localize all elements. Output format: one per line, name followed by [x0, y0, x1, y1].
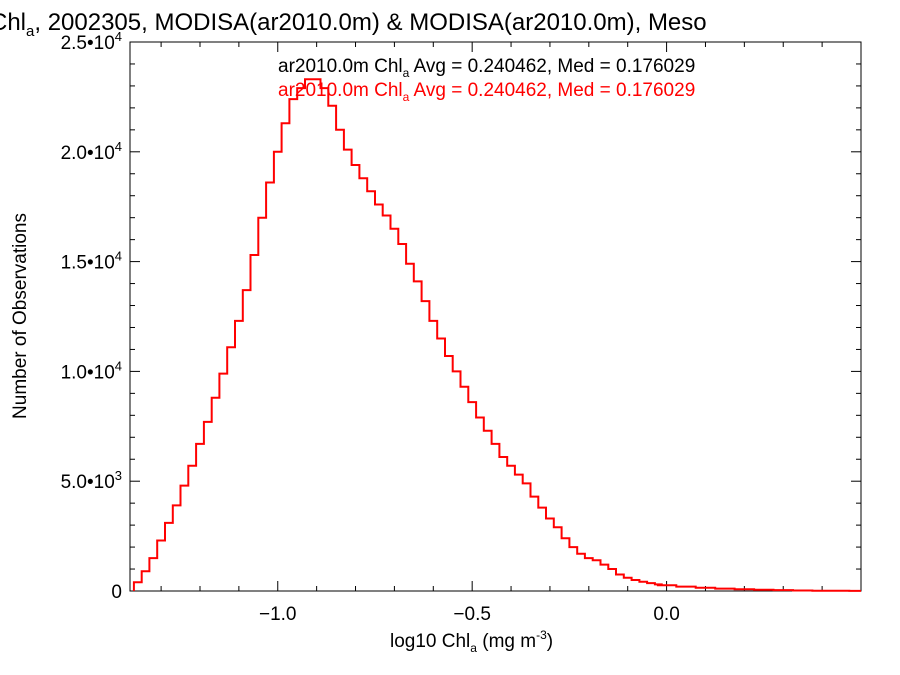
x-tick-label: −0.5 [453, 604, 491, 625]
plot-frame [129, 41, 862, 592]
y-tick-label: 1.5•104 [61, 249, 122, 274]
legend-entry-red: ar2010.0m Chla Avg = 0.240462, Med = 0.1… [278, 80, 695, 104]
y-axis-label: Number of Observations [10, 213, 31, 419]
y-tick-label: 2.5•104 [61, 29, 122, 54]
x-tick-label: 0.0 [653, 604, 679, 625]
legend-entry-black: ar2010.0m Chla Avg = 0.240462, Med = 0.1… [278, 56, 695, 80]
histogram-series-line [132, 78, 861, 592]
chart-title: Chla, 2002305, MODISA(ar2010.0m) & MODIS… [0, 9, 707, 40]
y-tick-label: 1.0•104 [61, 358, 122, 383]
x-axis-label: log10 Chla (mg m-3) [390, 628, 553, 655]
x-tick-label: −1.0 [259, 604, 297, 625]
y-tick-label: 2.0•104 [61, 139, 122, 164]
y-tick-label: 5.0•103 [61, 468, 122, 493]
y-axis-ticks: 0 5.0•103 1.0•104 1.5•104 2.0•104 2.5•104 [61, 29, 861, 603]
y-tick-label: 0 [111, 582, 122, 603]
series-layer [132, 78, 861, 592]
x-axis-ticks: −1.0 −0.5 0.0 [160, 42, 823, 625]
